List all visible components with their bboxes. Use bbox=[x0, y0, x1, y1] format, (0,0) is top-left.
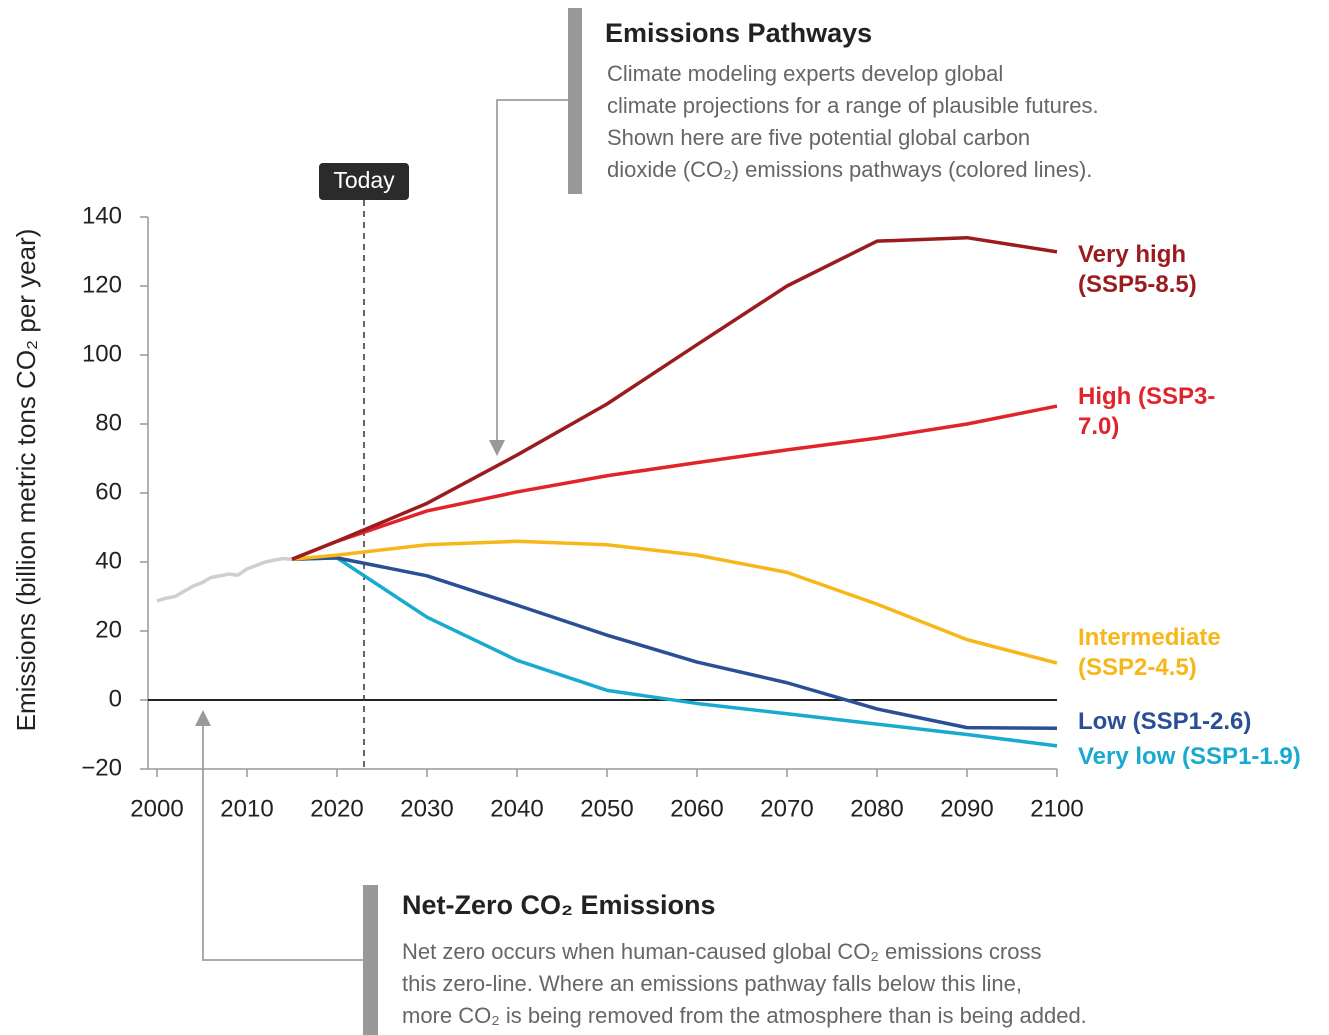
x-tick-label: 2070 bbox=[760, 795, 813, 822]
series-label: Very high (SSP5-8.5) bbox=[1078, 241, 1197, 298]
y-tick-label: 80 bbox=[95, 409, 122, 436]
annotation-text: this zero-line. Where an emissions pathw… bbox=[402, 971, 1022, 996]
callout-bar bbox=[568, 8, 582, 194]
x-tick-label: 2030 bbox=[400, 795, 453, 822]
annotation-title: Net-Zero CO₂ Emissions bbox=[402, 890, 716, 920]
series-line bbox=[291, 556, 1058, 731]
series-line bbox=[291, 556, 1058, 748]
today-box bbox=[319, 163, 409, 200]
annotation-text: Climate modeling experts develop global bbox=[607, 61, 1003, 86]
y-tick-label: 60 bbox=[95, 478, 122, 505]
annotation-text: Net zero occurs when human-caused global… bbox=[402, 939, 1041, 964]
x-tick-label: 2060 bbox=[670, 795, 723, 822]
series-line bbox=[291, 539, 1058, 665]
annotation-title: Emissions Pathways bbox=[605, 18, 872, 48]
x-tick-label: 2010 bbox=[220, 795, 273, 822]
x-tick-label: 2040 bbox=[490, 795, 543, 822]
y-tick-label: −20 bbox=[81, 754, 122, 781]
annotation-text: Shown here are five potential global car… bbox=[607, 125, 1030, 150]
x-tick-label: 2000 bbox=[130, 795, 183, 822]
arrowhead bbox=[489, 440, 505, 456]
annotation-text: more CO₂ is being removed from the atmos… bbox=[402, 1003, 1087, 1028]
x-tick-label: 2080 bbox=[850, 795, 903, 822]
series-label: High (SSP3-7.0) bbox=[1078, 383, 1216, 440]
x-tick-label: 2090 bbox=[940, 795, 993, 822]
arrowhead bbox=[195, 710, 211, 726]
annotation-text: climate projections for a range of plaus… bbox=[607, 93, 1099, 118]
x-tick-label: 2100 bbox=[1030, 795, 1083, 822]
series-line bbox=[291, 235, 1058, 561]
y-axis-label: Emissions (billion metric tons CO₂ per y… bbox=[11, 229, 41, 732]
y-tick-label: 120 bbox=[82, 271, 122, 298]
y-tick-label: 0 bbox=[109, 685, 122, 712]
y-tick-label: 20 bbox=[95, 616, 122, 643]
series-label: Very low (SSP1-1.9) bbox=[1078, 743, 1301, 770]
y-tick-label: 140 bbox=[82, 202, 122, 229]
annotation-text: dioxide (CO₂) emissions pathways (colore… bbox=[607, 157, 1092, 182]
history-line bbox=[156, 556, 293, 603]
series-label: Intermediate (SSP2-4.5) bbox=[1078, 624, 1221, 681]
callout-bar bbox=[363, 885, 378, 1035]
y-tick-label: 40 bbox=[95, 547, 122, 574]
today-label: Today bbox=[333, 167, 395, 193]
x-tick-label: 2020 bbox=[310, 795, 363, 822]
callout-connector bbox=[202, 724, 363, 961]
x-tick-label: 2050 bbox=[580, 795, 633, 822]
y-tick-label: 100 bbox=[82, 340, 122, 367]
series-label: Low (SSP1-2.6) bbox=[1078, 708, 1252, 735]
series-line bbox=[291, 404, 1058, 561]
callout-connector bbox=[496, 99, 568, 442]
